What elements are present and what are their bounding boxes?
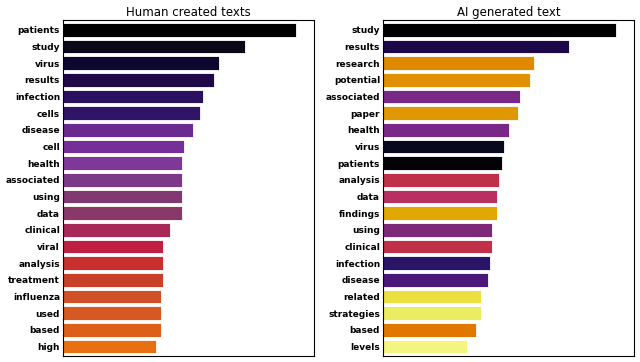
- Bar: [63, 206, 182, 220]
- Bar: [383, 56, 534, 70]
- Title: AI generated text: AI generated text: [457, 5, 561, 18]
- Bar: [63, 223, 170, 237]
- Bar: [383, 73, 530, 87]
- Bar: [383, 190, 497, 203]
- Bar: [63, 290, 161, 303]
- Bar: [383, 140, 504, 153]
- Bar: [383, 89, 520, 103]
- Bar: [383, 173, 499, 186]
- Bar: [63, 56, 219, 70]
- Bar: [383, 323, 476, 337]
- Bar: [63, 273, 163, 287]
- Bar: [63, 23, 296, 37]
- Bar: [383, 306, 481, 320]
- Title: Human created texts: Human created texts: [126, 5, 251, 18]
- Bar: [383, 223, 492, 237]
- Bar: [63, 140, 184, 153]
- Bar: [63, 156, 182, 170]
- Bar: [63, 73, 214, 87]
- Bar: [63, 39, 244, 53]
- Bar: [63, 123, 193, 136]
- Bar: [63, 89, 203, 103]
- Bar: [63, 306, 161, 320]
- Bar: [63, 240, 163, 253]
- Bar: [63, 173, 182, 186]
- Bar: [383, 206, 497, 220]
- Bar: [383, 123, 509, 136]
- Bar: [383, 273, 488, 287]
- Bar: [63, 190, 182, 203]
- Bar: [383, 290, 481, 303]
- Bar: [383, 106, 518, 120]
- Bar: [63, 340, 156, 353]
- Bar: [383, 23, 616, 37]
- Bar: [383, 256, 490, 270]
- Bar: [63, 106, 200, 120]
- Bar: [383, 156, 502, 170]
- Bar: [383, 240, 492, 253]
- Bar: [383, 340, 467, 353]
- Bar: [63, 256, 163, 270]
- Bar: [63, 323, 161, 337]
- Bar: [383, 39, 569, 53]
